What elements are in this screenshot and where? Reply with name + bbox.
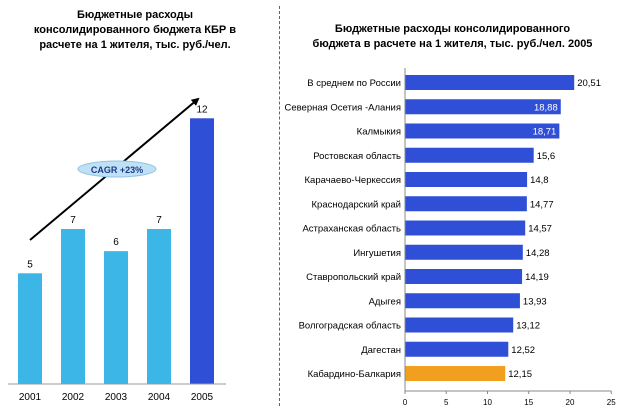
x-tick-label-10: 10	[483, 398, 492, 407]
bar-2002	[61, 229, 85, 384]
category-label-8: Ингушетия	[353, 248, 401, 259]
chart-divider	[279, 6, 280, 406]
bar-2003	[104, 251, 128, 384]
hbar-value-label-10: 13,93	[523, 296, 547, 307]
left-title-line-1: Бюджетные расходы	[77, 9, 193, 21]
hbar-9	[405, 269, 523, 284]
bar-value-label-2005: 12	[196, 104, 208, 115]
left-bar-chart: 5 2001 7 2002 6 2003 7 2004 12 2005 CAGR +23%	[8, 97, 226, 403]
x-tick-label-20: 20	[566, 398, 575, 407]
hbar-value-label-1: 20,51	[577, 78, 601, 89]
x-tick-label-2003: 2003	[105, 392, 128, 403]
category-label-5: Карачаево-Черкессия	[305, 175, 401, 186]
bar-2005	[190, 118, 214, 385]
category-label-9: Ставропольский край	[306, 272, 401, 283]
x-tick-label-2002: 2002	[62, 392, 85, 403]
right-chart-title: Бюджетные расходы консолидированного бюд…	[285, 22, 620, 52]
hbar-value-label-4: 15,6	[537, 151, 556, 162]
category-label-1: В среднем по России	[307, 78, 401, 89]
bar-value-label-2003: 6	[113, 237, 119, 248]
bar-value-label-2002: 7	[70, 215, 76, 226]
x-tick-label-25: 25	[607, 398, 616, 407]
bar-value-label-2004: 7	[156, 215, 162, 226]
right-title-line-1: Бюджетные расходы консолидированного	[334, 23, 571, 35]
hbar-5	[405, 172, 528, 187]
hbar-value-label-3: 18,71	[533, 127, 557, 138]
bar-2001	[18, 273, 42, 384]
x-tick-label-2001: 2001	[19, 392, 42, 403]
category-label-12: Дагестан	[361, 345, 401, 356]
hbar-value-label-5: 14,8	[530, 175, 549, 186]
x-tick-label-2004: 2004	[148, 392, 171, 403]
cagr-annotation-bubble	[77, 160, 157, 178]
right-title-line-2: бюджета в расчете на 1 жителя, тыс. руб.…	[312, 38, 593, 50]
category-label-3: Калмыкия	[357, 127, 401, 138]
hbar-value-label-6: 14,77	[530, 199, 554, 210]
category-label-6: Краснодарский край	[312, 199, 401, 210]
hbar-12	[405, 341, 509, 357]
x-tick-label-5: 5	[444, 398, 449, 407]
bar-2004	[147, 229, 171, 384]
hbar-3	[405, 123, 560, 139]
hbar-value-label-8: 14,28	[526, 248, 550, 259]
category-label-2: Северная Осетия -Алания	[284, 102, 401, 113]
x-tick-label-15: 15	[524, 398, 533, 407]
left-title-line-2: консолидированного бюджета КБР в	[33, 24, 237, 36]
hbar-6	[405, 196, 527, 212]
hbar-value-label-12: 12,52	[511, 345, 535, 356]
category-label-10: Адыгея	[369, 296, 401, 307]
hbar-11	[405, 317, 514, 333]
hbar-value-label-13: 12,15	[508, 369, 532, 380]
left-title-line-3: расчете на 1 жителя, тыс. руб./чел.	[39, 39, 231, 51]
x-tick-label-2005: 2005	[191, 392, 214, 403]
category-label-11: Волгоградская область	[299, 321, 401, 332]
hbar-4	[405, 147, 534, 163]
hbar-value-label-11: 13,12	[516, 321, 540, 332]
hbar-value-label-9: 14,19	[525, 272, 549, 283]
bar-value-label-2001: 5	[27, 259, 33, 270]
hbar-1	[405, 75, 575, 90]
hbar-value-label-7: 14,57	[528, 224, 552, 235]
hbar-value-label-2: 18,88	[534, 102, 558, 113]
hbar-8	[405, 244, 523, 260]
x-tick-label-0: 0	[403, 398, 408, 407]
category-label-4: Ростовская область	[313, 151, 401, 162]
left-chart-title: Бюджетные расходы консолидированного бюд…	[0, 8, 270, 53]
hbar-2	[405, 99, 561, 115]
category-label-7: Астраханская область	[302, 224, 401, 235]
hbar-13	[405, 366, 506, 381]
hbar-10	[405, 293, 520, 309]
cagr-annotation-text: CAGR +23%	[91, 165, 143, 175]
category-label-13: Кабардино-Балкария	[308, 369, 401, 380]
hbar-7	[405, 220, 526, 236]
